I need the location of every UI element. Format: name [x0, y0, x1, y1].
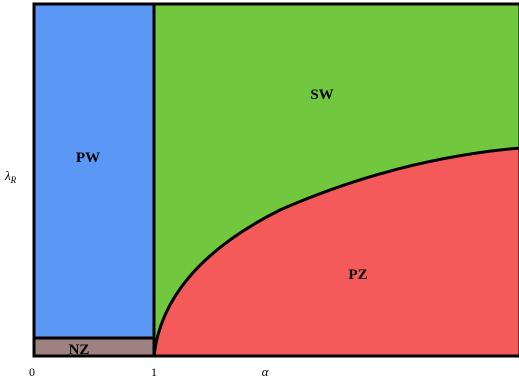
y-axis-label-main: λ [4, 168, 11, 183]
x-tick-0: 0 [29, 365, 35, 379]
sw-pz-boundary [152, 146, 519, 357]
x-tick-1: 1 [151, 365, 157, 379]
pz-label: PZ [348, 267, 367, 283]
sw-label: SW [310, 87, 333, 103]
pw-label: PW [76, 150, 100, 166]
plot-frame [32, 2, 519, 358]
nz-region [32, 336, 156, 358]
y-axis-label: λR [4, 168, 17, 185]
x-axis-label: α [262, 364, 270, 379]
y-axis-label-sub: R [10, 175, 17, 185]
pz-region [154, 148, 519, 356]
pw-region [32, 2, 156, 340]
nz-label: NZ [69, 342, 90, 358]
